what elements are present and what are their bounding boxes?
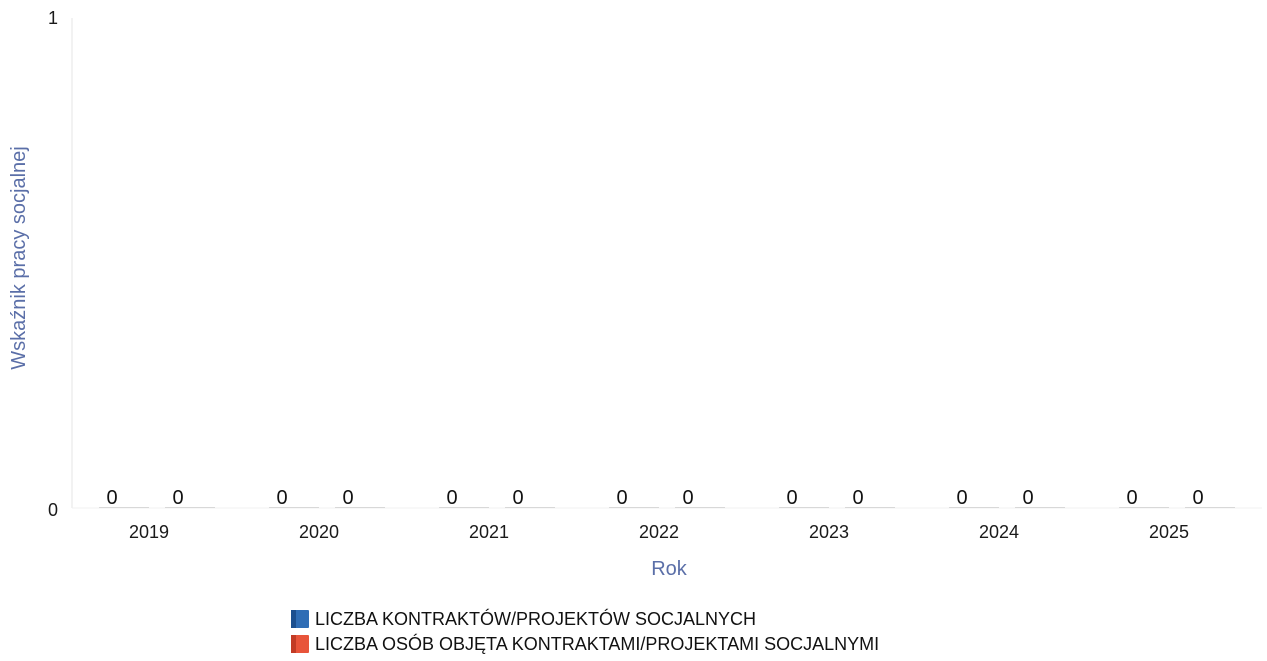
data-label-contracts-2021: 0: [446, 487, 457, 509]
data-label-contracts-2019: 0: [106, 487, 117, 509]
data-label-contracts-2022: 0: [616, 487, 627, 509]
bar-contracts-2023: [779, 507, 829, 508]
data-label-contracts-2023: 0: [786, 487, 797, 509]
data-label-persons-2019: 0: [172, 487, 183, 509]
legend-item-persons: LICZBA OSÓB OBJĘTA KONTRAKTAMI/PROJEKTAM…: [291, 633, 879, 654]
y-tick-label-min: 0: [48, 500, 58, 520]
bar-persons-2023: [845, 507, 895, 508]
data-label-persons-2025: 0: [1192, 487, 1203, 509]
data-label-contracts-2025: 0: [1126, 487, 1137, 509]
bar-contracts-2019: [99, 507, 149, 508]
bar-contracts-2020: [269, 507, 319, 508]
bar-persons-2024: [1015, 507, 1065, 508]
bar-persons-2022: [675, 507, 725, 508]
y-tick-label-max: 1: [48, 8, 58, 28]
bar-contracts-2022: [609, 507, 659, 508]
x-tick-label-2023: 2023: [809, 522, 849, 542]
bar-persons-2020: [335, 507, 385, 508]
x-tick-label-2021: 2021: [469, 522, 509, 542]
bar-persons-2025: [1185, 507, 1235, 508]
x-tick-label-2020: 2020: [299, 522, 339, 542]
data-label-persons-2023: 0: [852, 487, 863, 509]
legend-label-persons: LICZBA OSÓB OBJĘTA KONTRAKTAMI/PROJEKTAM…: [315, 633, 879, 654]
y-axis-title: Wskaźnik pracy socjalnej: [8, 146, 30, 369]
legend: LICZBA KONTRAKTÓW/PROJEKTÓW SOCJALNYCH L…: [291, 608, 879, 654]
legend-swatch-contracts-highlight: [291, 610, 296, 628]
bar-contracts-2021: [439, 507, 489, 508]
data-label-persons-2021: 0: [512, 487, 523, 509]
bar-persons-2019: [165, 507, 215, 508]
bar-contracts-2024: [949, 507, 999, 508]
x-tick-label-2025: 2025: [1149, 522, 1189, 542]
bar-contracts-2025: [1119, 507, 1169, 508]
data-label-contracts-2020: 0: [276, 487, 287, 509]
bar-persons-2021: [505, 507, 555, 508]
legend-swatch-persons-highlight: [291, 635, 296, 653]
legend-item-contracts: LICZBA KONTRAKTÓW/PROJEKTÓW SOCJALNYCH: [291, 608, 756, 629]
data-label-persons-2022: 0: [682, 487, 693, 509]
data-label-persons-2024: 0: [1022, 487, 1033, 509]
legend-label-contracts: LICZBA KONTRAKTÓW/PROJEKTÓW SOCJALNYCH: [315, 608, 756, 629]
data-label-persons-2020: 0: [342, 487, 353, 509]
x-tick-label-2019: 2019: [129, 522, 169, 542]
data-label-contracts-2024: 0: [956, 487, 967, 509]
x-tick-label-2022: 2022: [639, 522, 679, 542]
x-axis-title: Rok: [651, 558, 688, 580]
x-tick-label-2024: 2024: [979, 522, 1019, 542]
